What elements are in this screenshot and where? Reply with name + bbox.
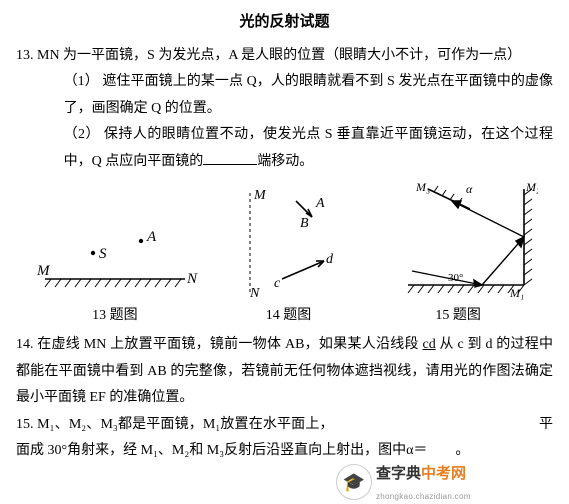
svg-text:M: M bbox=[253, 188, 267, 203]
q15-text: M₁、M₂、M₃都是平面镜，M₁放置在水平面上， 平面成 30°角射来，经 M₁… bbox=[16, 417, 553, 459]
svg-text:c: c bbox=[274, 276, 281, 291]
svg-text:A: A bbox=[146, 229, 157, 245]
doc-title: 光的反射试题 bbox=[16, 8, 553, 37]
q13-p2b: 端移动。 bbox=[257, 154, 313, 169]
q14: 14. 在虚线 MN 上放置平面镜，镜前一物体 AB，如果某人沿线段 cd 从 … bbox=[16, 332, 553, 412]
q13-stem: 13. MN 为一平面镜，S 为发光点，A 是人眼的位置（眼睛大小不计，可作为一… bbox=[16, 43, 553, 70]
svg-text:30°: 30° bbox=[448, 272, 463, 284]
fig14-svg: M N A B c d bbox=[228, 185, 348, 301]
watermark-logo: 🎓 查字典中考网 zhongkao.chazidian.com bbox=[336, 460, 471, 504]
svg-text:A: A bbox=[315, 196, 325, 211]
fig15-svg: M₁ M₂ M₃ 30° α bbox=[378, 179, 538, 301]
fig15-caption: 15 题图 bbox=[378, 303, 538, 330]
q14-cd: cd bbox=[422, 337, 435, 352]
q14-num: 14. bbox=[16, 337, 34, 352]
fig13-svg: M N S A bbox=[31, 205, 199, 301]
q13-blank bbox=[203, 150, 257, 165]
q13-stem-text: MN 为一平面镜，S 为发光点，A 是人眼的位置（眼睛大小不计，可作为一点） bbox=[37, 48, 521, 63]
q13-part2: （2） 保持人的眼睛位置不动，使发光点 S 垂直靠近平面镜运动，在这个过程中，Q… bbox=[16, 122, 553, 175]
svg-text:M₂: M₂ bbox=[525, 180, 538, 194]
svg-text:d: d bbox=[326, 252, 334, 267]
brand-b: 中考网 bbox=[421, 465, 466, 482]
figures-row: M N S A 13 题图 M N A B c d 14 题图 bbox=[16, 179, 553, 330]
fig14-caption: 14 题图 bbox=[228, 303, 348, 330]
q13-num: 13. bbox=[16, 48, 34, 63]
q15-num: 15. bbox=[16, 417, 34, 432]
svg-text:M₁: M₁ bbox=[509, 286, 524, 300]
fig13-caption: 13 题图 bbox=[31, 303, 199, 330]
svg-text:B: B bbox=[300, 216, 309, 231]
svg-text:M: M bbox=[36, 263, 51, 279]
brand-url: zhongkao.chazidian.com bbox=[376, 489, 471, 504]
svg-text:α: α bbox=[466, 182, 473, 196]
svg-text:M₃: M₃ bbox=[415, 180, 430, 194]
q15: 15. M₁、M₂、M₃都是平面镜，M₁放置在水平面上， 平面成 30°角射来，… bbox=[16, 412, 553, 465]
q14-a: 在虚线 MN 上放置平面镜，镜前一物体 AB，如果某人沿线段 bbox=[37, 337, 422, 352]
fig14: M N A B c d 14 题图 bbox=[228, 185, 348, 330]
logo-icon: 🎓 bbox=[336, 464, 372, 500]
svg-text:S: S bbox=[99, 246, 107, 262]
q13-part1: （1） 遮住平面镜上的某一点 Q，人的眼睛就看不到 S 发光点在平面镜中的虚像了… bbox=[16, 69, 553, 122]
logo-text: 查字典中考网 zhongkao.chazidian.com bbox=[376, 460, 471, 504]
svg-text:N: N bbox=[249, 286, 260, 301]
fig15: M₁ M₂ M₃ 30° α 15 题图 bbox=[378, 179, 538, 330]
fig13: M N S A 13 题图 bbox=[31, 205, 199, 330]
svg-text:N: N bbox=[186, 271, 198, 287]
brand-a: 查字典 bbox=[376, 465, 421, 482]
